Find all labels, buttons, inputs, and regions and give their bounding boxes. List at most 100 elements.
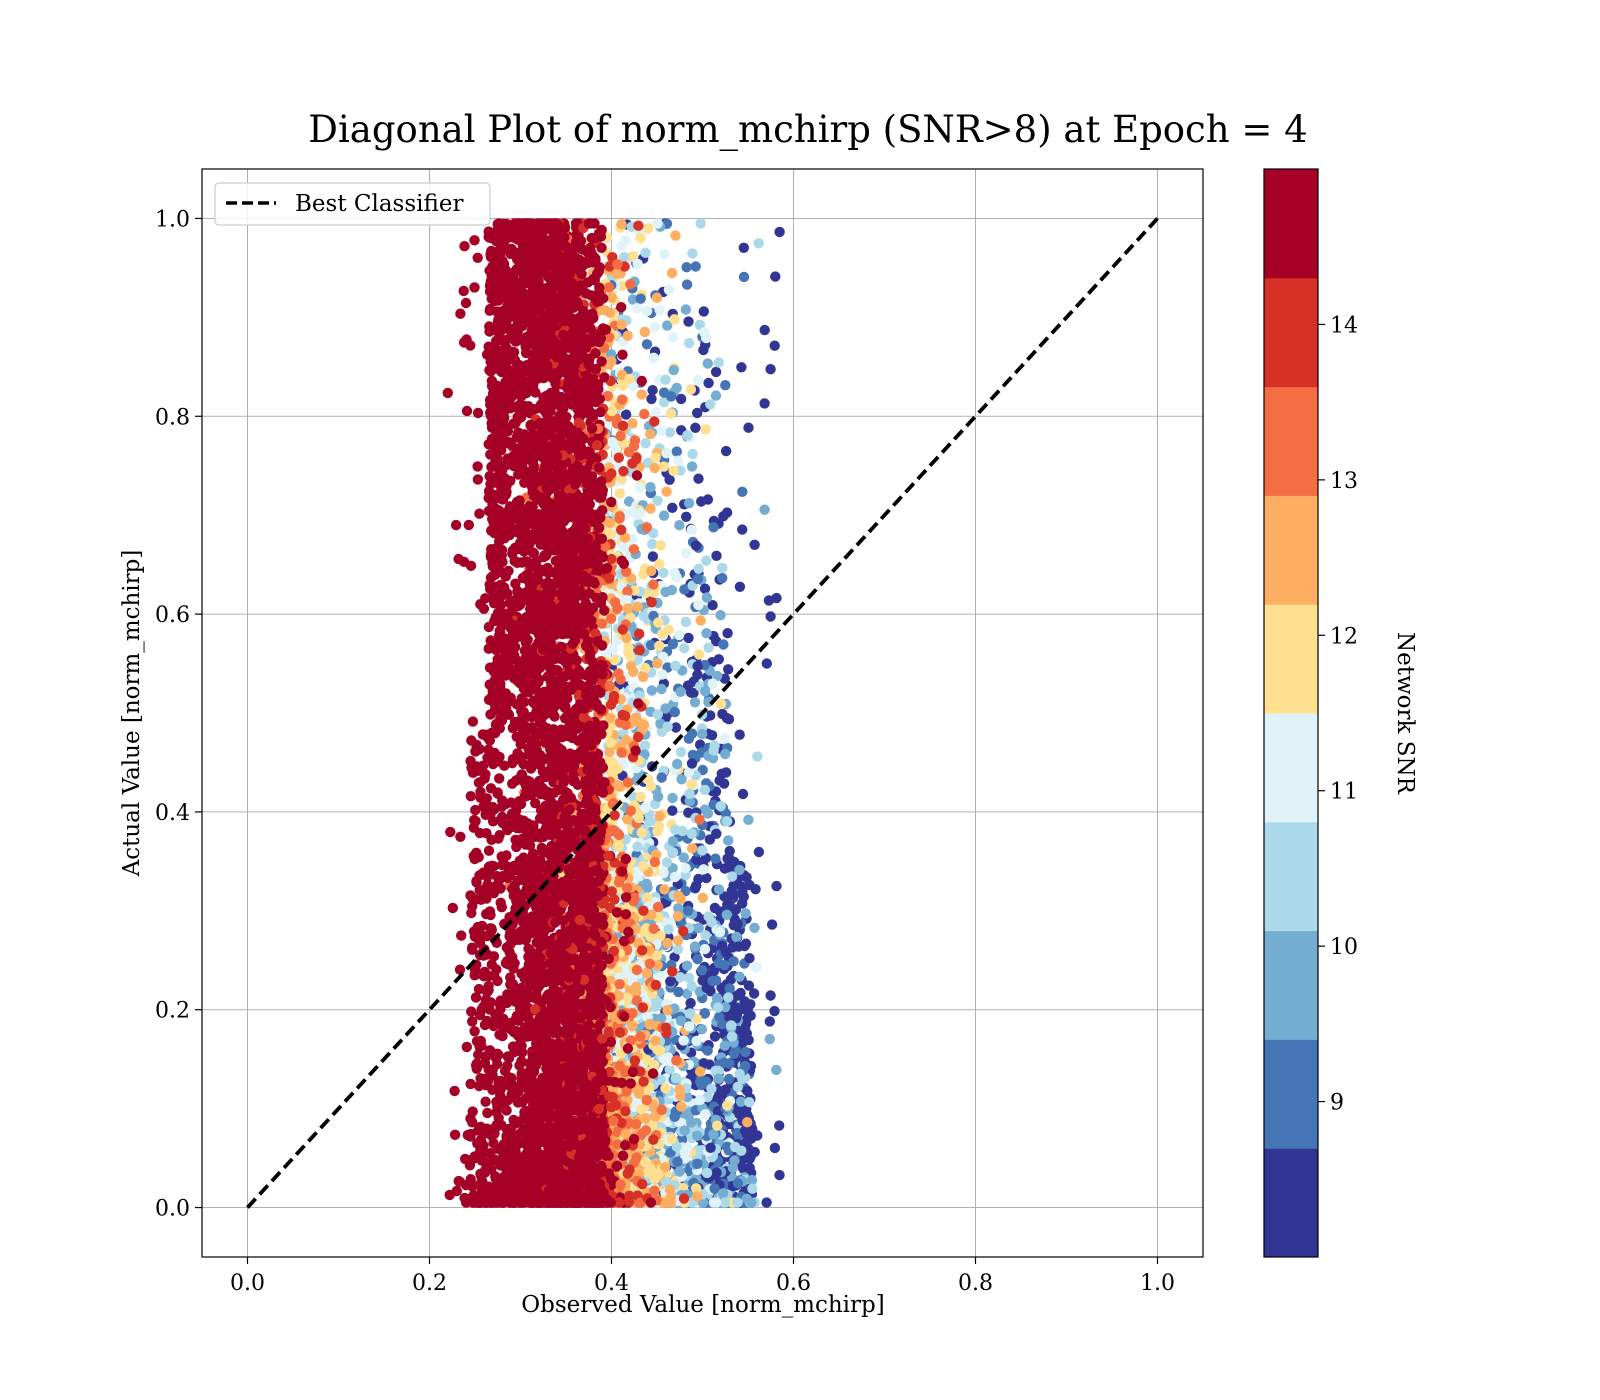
scatter-point	[706, 916, 717, 928]
scatter-point	[719, 1057, 730, 1068]
scatter-point	[673, 890, 684, 901]
scatter-point	[652, 901, 664, 913]
scatter-point	[670, 660, 681, 671]
scatter-point	[616, 747, 627, 758]
scatter-point	[685, 384, 697, 395]
scatter-point	[659, 884, 670, 895]
scatter-point	[728, 956, 739, 967]
scatter-point	[614, 488, 625, 499]
scatter-point	[674, 1166, 685, 1177]
scatter-point	[680, 304, 692, 315]
scatter-point	[617, 709, 628, 721]
scatter-point	[662, 937, 673, 949]
scatter-point	[701, 555, 712, 566]
scatter-point	[656, 1104, 667, 1116]
scatter-point	[701, 1167, 713, 1179]
scatter-point	[737, 524, 748, 535]
scatter-point	[613, 668, 624, 679]
scatter-point	[685, 1008, 696, 1019]
scatter-point	[732, 1178, 744, 1189]
scatter-point	[630, 712, 642, 723]
scatter-point	[653, 1169, 664, 1180]
scatter-point	[676, 1101, 687, 1112]
scatter-point	[686, 779, 697, 790]
scatter-point	[744, 1162, 755, 1174]
scatter-point	[672, 935, 684, 946]
scatter-point	[715, 801, 726, 812]
scatter-point	[632, 731, 644, 743]
scatter-point	[645, 428, 656, 440]
scatter-point	[652, 218, 663, 229]
scatter-point	[617, 394, 628, 405]
scatter-point	[672, 758, 683, 770]
scatter-point	[771, 1064, 782, 1076]
scatter-point	[670, 722, 682, 733]
scatter-point	[692, 573, 704, 585]
scatter-point	[722, 628, 733, 639]
scatter-point	[675, 393, 687, 405]
scatter-point	[631, 1119, 642, 1130]
scatter-point	[747, 1183, 758, 1194]
scatter-point	[722, 1100, 733, 1111]
scatter-point	[632, 303, 643, 314]
scatter-point	[694, 739, 706, 750]
scatter-point	[646, 597, 657, 608]
scatter-point	[645, 503, 656, 514]
scatter-point	[699, 943, 711, 955]
scatter-point	[639, 408, 650, 420]
scatter-point	[689, 697, 701, 708]
scatter-point	[632, 258, 643, 270]
scatter-point	[761, 1197, 772, 1208]
scatter-point	[670, 824, 681, 835]
scatter-point	[694, 1066, 706, 1077]
scatter-point	[693, 599, 704, 611]
scatter-point	[717, 562, 728, 573]
scatter-point	[461, 405, 473, 417]
scatter-point	[701, 628, 712, 639]
scatter-point	[774, 1120, 785, 1131]
scatter-point	[683, 337, 695, 349]
scatter-point	[648, 923, 659, 934]
scatter-point	[763, 595, 775, 606]
scatter-point	[691, 880, 702, 891]
scatter-point	[703, 696, 714, 708]
scatter-point	[660, 703, 671, 714]
scatter-point	[764, 1016, 775, 1027]
scatter-point	[685, 687, 697, 698]
scatter-point	[669, 952, 680, 963]
scatter-point	[769, 1142, 781, 1154]
scatter-point	[687, 248, 698, 259]
scatter-point	[620, 235, 631, 246]
scatter-point	[723, 1073, 735, 1085]
scatter-point	[635, 293, 646, 304]
scatter-point	[652, 658, 663, 669]
scatter-point	[713, 1073, 724, 1084]
scatter-point	[764, 1033, 775, 1045]
scatter-point	[708, 522, 719, 533]
scatter-point	[691, 1035, 702, 1047]
scatter-point	[705, 710, 716, 721]
scatter-point	[641, 1054, 653, 1066]
scatter-point	[667, 847, 679, 858]
scatter-point	[743, 980, 755, 991]
scatter-point	[759, 324, 770, 336]
scatter-point	[454, 964, 466, 975]
scatter-point	[647, 385, 658, 396]
scatter-point	[753, 238, 764, 249]
scatter-point	[616, 555, 627, 566]
scatter-point	[671, 572, 682, 583]
scatter-point	[625, 279, 636, 290]
scatter-point	[684, 795, 695, 807]
scatter-point	[662, 1005, 673, 1016]
scatter-point	[613, 452, 624, 463]
scatter-point	[687, 448, 698, 460]
scatter-point	[687, 749, 699, 761]
scatter-point	[640, 1156, 651, 1168]
scatter-point	[701, 592, 713, 603]
scatter-point	[709, 1031, 721, 1042]
scatter-point	[761, 658, 772, 669]
scatter-point	[749, 922, 760, 933]
scatter-point	[665, 408, 677, 419]
